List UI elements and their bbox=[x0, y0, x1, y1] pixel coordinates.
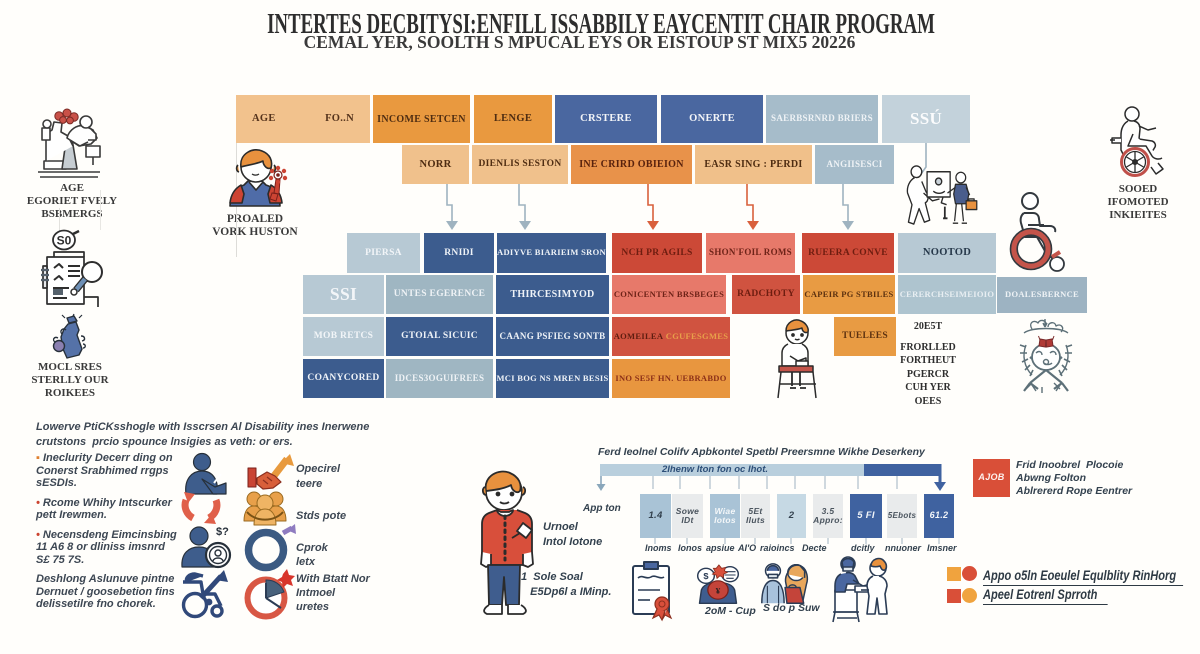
svg-text:S0: S0 bbox=[57, 234, 72, 248]
svg-text:¥: ¥ bbox=[716, 586, 721, 595]
svg-text:$: $ bbox=[703, 572, 708, 581]
svg-text:$?: $? bbox=[216, 526, 229, 538]
